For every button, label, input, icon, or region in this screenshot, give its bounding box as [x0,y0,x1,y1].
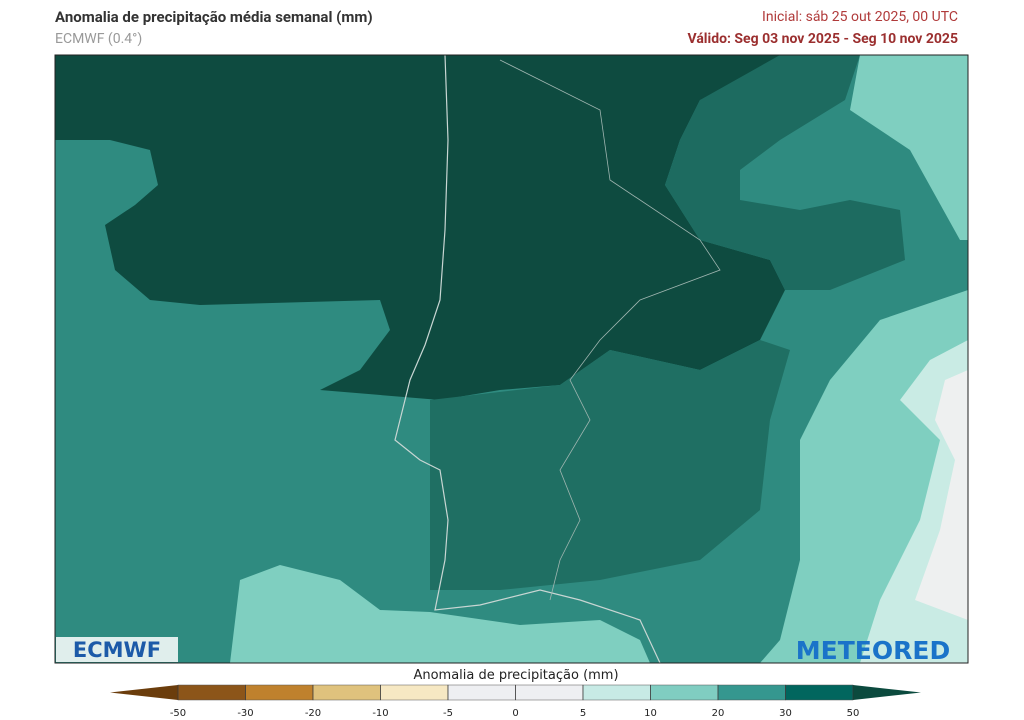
colorbar-box [717,684,786,701]
coastline [394,55,661,663]
valid-period: Válido: Seg 03 nov 2025 - Seg 10 nov 202… [687,31,958,47]
logo-right: METEORED [796,636,950,665]
colorbar-box [582,684,651,701]
logo-box [56,637,178,662]
colorbar-tick-label: 10 [644,708,657,719]
colorbar-tick-label: -10 [372,708,388,719]
colorbar-box [312,684,381,701]
colorbar-box [245,684,314,701]
field-zone [430,340,790,590]
border [499,59,721,601]
field-zone [230,565,650,663]
initial-time: Inicial: sáb 25 out 2025, 00 UTC [762,9,958,25]
colorbar: -50 -30 -20 -10 -5 0 5 10 20 30 50 [110,684,921,719]
field-zone [850,55,968,240]
logo-left: ECMWF [73,638,161,662]
colorbar-tick-label: -50 [170,708,186,719]
colorbar-tick-label: -30 [237,708,253,719]
colorbar-tick-label: 30 [779,708,792,719]
colorbar-tick-label: 0 [512,708,518,719]
colorbar-box [447,684,516,701]
field-zone [665,55,905,290]
colorbar-extend [110,685,178,700]
colorbar-box [515,684,584,701]
colorbar-box [380,684,449,701]
map-title: Anomalia de precipitação média semanal (… [55,8,373,26]
colorbar-tick-label: -5 [443,708,453,719]
colorbar-tick-label: -20 [305,708,321,719]
colorbar-extend [853,685,921,700]
colorbar-tick-label: 50 [847,708,860,719]
colorbar-box [177,684,246,701]
legend-title: Anomalia de precipitação (mm) [413,668,618,683]
colorbar-tick-label: 20 [712,708,725,719]
model-label: ECMWF (0.4°) [55,31,143,47]
colorbar-box [650,684,719,701]
colorbar-box [785,684,854,701]
field-zone [55,55,785,400]
field-zone [915,370,968,620]
anomaly-field [55,55,968,663]
map-frame [54,54,969,664]
colorbar-tick-label: 5 [580,708,586,719]
